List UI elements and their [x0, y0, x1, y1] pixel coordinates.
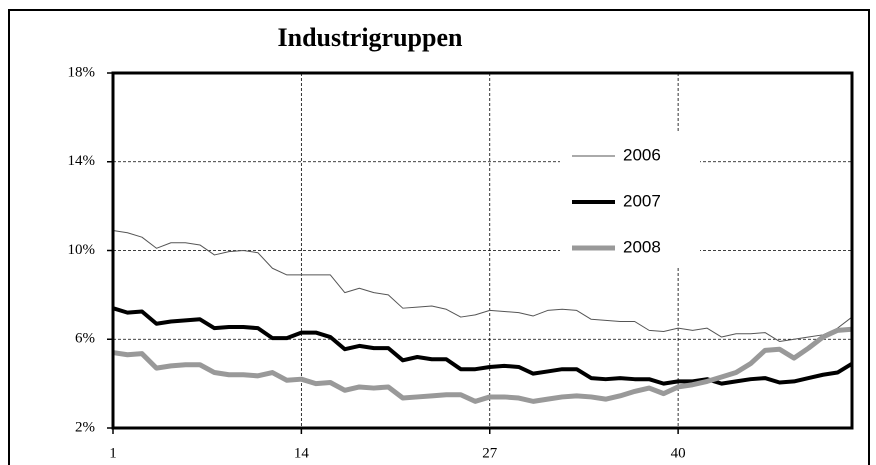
legend-label: 2008 — [623, 237, 661, 256]
legend-label: 2006 — [623, 145, 661, 164]
x-tick-label: 14 — [294, 445, 310, 461]
y-tick-label: 10% — [68, 242, 96, 258]
y-tick-label: 2% — [75, 419, 95, 435]
chart-title: Industrigruppen — [278, 23, 463, 52]
chart-frame — [8, 9, 870, 465]
x-tick-label: 1 — [109, 445, 117, 461]
y-tick-label: 6% — [75, 331, 95, 347]
series-line — [112, 306, 854, 386]
legend-label: 2007 — [623, 191, 661, 210]
y-tick-label: 18% — [68, 64, 96, 80]
series-line — [112, 326, 853, 404]
y-tick-label: 14% — [68, 153, 96, 169]
plot-frame — [111, 71, 854, 430]
x-tick-label: 40 — [671, 445, 686, 461]
x-tick-label: 27 — [482, 445, 498, 461]
series-line — [112, 230, 853, 342]
